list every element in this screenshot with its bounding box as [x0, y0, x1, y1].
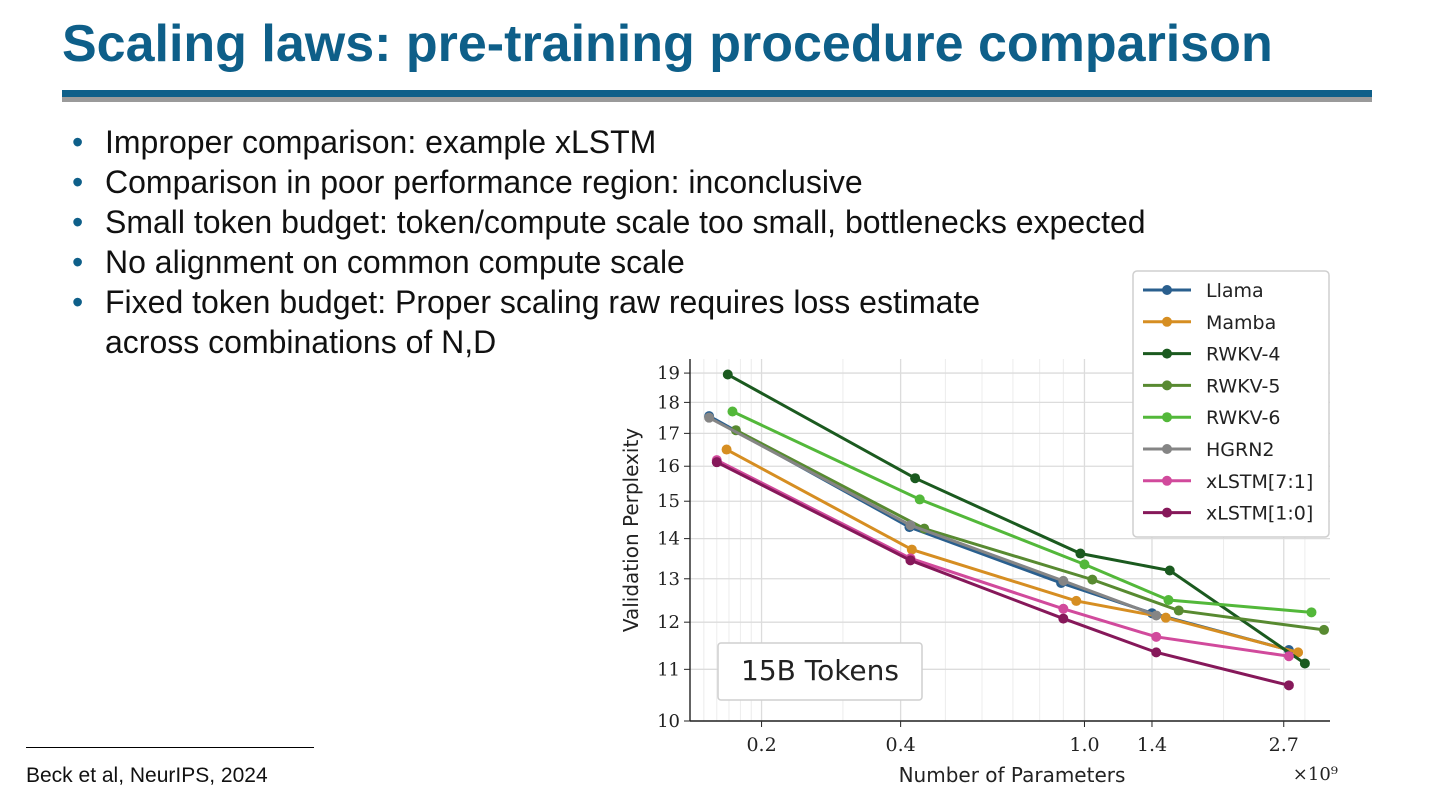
bullet-list: • Improper comparison: example xLSTM • Comp…: [72, 122, 1146, 362]
y-tick-label: 12: [657, 612, 680, 633]
y-tick-label: 18: [657, 392, 680, 413]
series-line: [708, 416, 1157, 617]
series-mamba: [721, 444, 1304, 658]
data-point: [1319, 624, 1330, 635]
data-point: [711, 457, 722, 468]
data-point: [1087, 574, 1098, 585]
y-tick-label: 10: [657, 711, 680, 732]
bullet-item: • Comparison in poor performance region: …: [72, 162, 1146, 202]
bullet-dot-icon: •: [72, 284, 84, 320]
scaling-law-chart: 0.2 0.4 1.0 1.4 2.7 10 11 12 13 14 15 16 17 18 19 Numbe…: [619, 270, 1338, 787]
data-point: [1173, 605, 1184, 616]
data-point: [727, 406, 738, 417]
bullet-text: No alignment on common compute scale: [105, 244, 685, 280]
data-point: [1163, 595, 1174, 606]
y-tick-label: 11: [657, 659, 680, 680]
bullet-item: • Fixed token budget: Proper scaling raw …: [72, 282, 1146, 362]
data-point: [1071, 595, 1082, 606]
data-point: [704, 412, 715, 423]
series-xlstm-1-0-: [711, 457, 1294, 691]
data-point: [1058, 613, 1069, 624]
data-point: [1306, 607, 1317, 618]
y-tick-label: 17: [657, 423, 680, 444]
legend-swatch-marker: [1162, 285, 1172, 295]
x-axis-multiplier: ×10⁹: [1293, 764, 1338, 785]
legend-swatch-marker: [1162, 507, 1172, 518]
legend-swatch-marker: [1162, 475, 1172, 486]
data-point: [1075, 548, 1086, 559]
data-point: [1058, 575, 1069, 586]
legend-label: RWKV-4: [1206, 344, 1281, 366]
data-point: [910, 473, 921, 484]
x-axis-label: Number of Parameters: [899, 763, 1126, 787]
bullet-dot-icon: •: [72, 204, 84, 240]
bullet-text: Comparison in poor performance region: i…: [105, 164, 863, 200]
legend-label: Mamba: [1206, 312, 1276, 334]
series-hgrn2: [704, 412, 1162, 621]
data-point: [906, 544, 917, 555]
data-point: [1293, 647, 1304, 658]
bullet-item: • No alignment on common compute scale: [72, 242, 1146, 282]
x-tick-label: 1.0: [1069, 734, 1099, 756]
y-tick-label: 16: [657, 456, 680, 477]
x-tick-label: 0.4: [886, 734, 916, 756]
bullet-item: • Small token budget: token/compute scale…: [72, 202, 1146, 242]
annotation-text: 15B Tokens: [741, 654, 899, 687]
series-rwkv-5: [730, 425, 1330, 635]
title-underline-blue: [62, 90, 1372, 97]
legend-label: RWKV-5: [1206, 375, 1281, 397]
legend-label: HGRN2: [1206, 439, 1275, 461]
legend-swatch-marker: [1162, 412, 1172, 423]
data-point: [1058, 603, 1069, 614]
data-point: [905, 555, 916, 566]
data-point: [914, 494, 925, 505]
data-point: [721, 444, 732, 455]
title-underline-gray: [62, 97, 1372, 102]
series-rwkv-6: [727, 406, 1317, 618]
annotation-box: [717, 642, 923, 701]
x-tick-label: 1.4: [1137, 734, 1167, 756]
y-tick-label: 13: [657, 569, 680, 590]
footnote-citation: Beck et al, NeurIPS, 2024: [26, 764, 268, 787]
bullet-text: Fixed token budget: Proper scaling raw r…: [105, 284, 981, 320]
y-tick-label: 19: [657, 363, 680, 384]
x-tick-label: 2.7: [1269, 734, 1299, 756]
data-point: [1160, 612, 1171, 623]
slide-title: Scaling laws: pre-training procedure com…: [62, 15, 1273, 73]
data-point: [1151, 610, 1162, 621]
data-point: [1079, 559, 1090, 570]
bullet-dot-icon: •: [72, 124, 84, 160]
bullet-text: Improper comparison: example xLSTM: [105, 124, 657, 160]
bullet-text: across combinations of N,D: [105, 324, 497, 360]
data-point: [1164, 565, 1175, 576]
legend-label: Llama: [1206, 280, 1264, 302]
legend-box: [1132, 270, 1330, 538]
series-rwkv-4: [722, 369, 1310, 669]
legend-swatch-marker: [1162, 444, 1172, 454]
legend-swatch-marker: [1162, 348, 1172, 359]
legend-label: xLSTM[1:0]: [1206, 503, 1313, 525]
legend-label: xLSTM[7:1]: [1206, 471, 1313, 493]
bullet-item: • Improper comparison: example xLSTM: [72, 122, 1146, 162]
x-tick-label: 0.2: [746, 734, 776, 756]
y-tick-label: 14: [657, 529, 680, 550]
data-point: [905, 520, 916, 531]
y-tick-label: 15: [657, 491, 680, 512]
data-point: [722, 369, 733, 380]
bullet-text: Small token budget: token/compute scale …: [105, 204, 1146, 240]
legend-label: RWKV-6: [1206, 407, 1281, 429]
y-axis-label: Validation Perplexity: [619, 428, 643, 632]
data-point: [1283, 680, 1294, 691]
legend-swatch-marker: [1162, 380, 1172, 391]
data-point: [1151, 631, 1162, 642]
bullet-dot-icon: •: [72, 164, 84, 200]
bullet-dot-icon: •: [72, 244, 84, 280]
legend-swatch-marker: [1162, 316, 1172, 327]
data-point: [1299, 658, 1310, 669]
data-point: [1151, 647, 1162, 658]
data-point: [1283, 651, 1294, 662]
footnote-divider: [26, 747, 314, 748]
